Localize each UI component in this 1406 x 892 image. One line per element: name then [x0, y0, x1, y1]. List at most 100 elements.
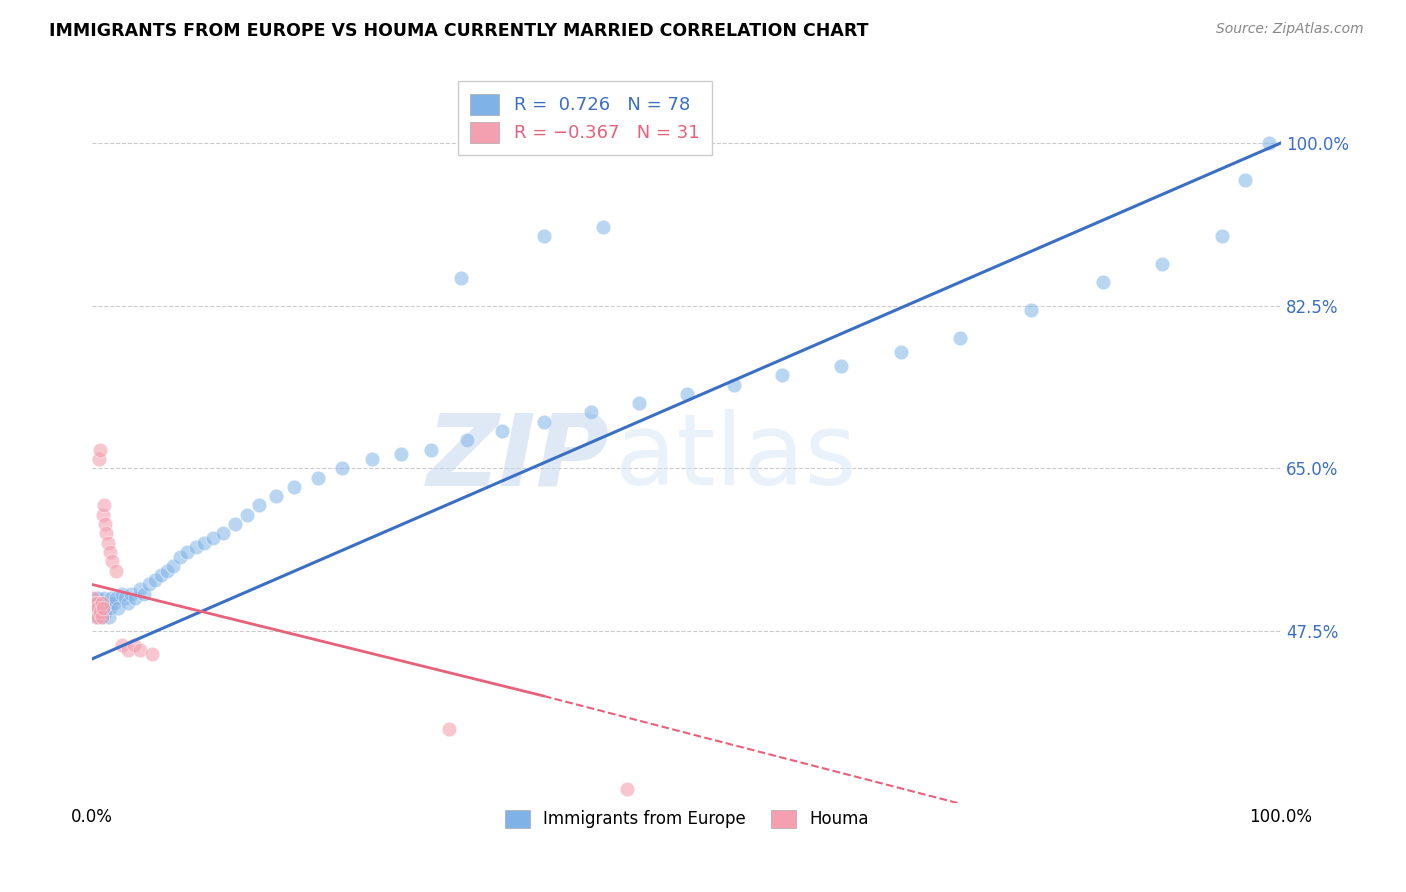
Point: [169, 549, 191, 564]
Point: [98, 600, 121, 615]
Point: [176, 545, 198, 559]
Point: [141, 647, 163, 661]
Point: [1021, 303, 1043, 318]
Point: [533, 228, 555, 243]
Point: [97, 596, 120, 610]
Point: [1211, 228, 1233, 243]
Point: [93, 499, 115, 513]
Point: [450, 270, 472, 285]
Point: [128, 642, 150, 657]
Point: [86, 606, 108, 620]
Point: [193, 535, 215, 549]
Point: [82, 591, 104, 606]
Point: [84, 600, 107, 615]
Point: [456, 434, 478, 448]
Point: [96, 526, 118, 541]
Point: [266, 489, 288, 503]
Point: [111, 638, 134, 652]
Point: [89, 606, 111, 620]
Point: [94, 517, 117, 532]
Text: ZIP: ZIP: [426, 409, 609, 507]
Point: [87, 600, 110, 615]
Point: [82, 600, 104, 615]
Point: [616, 782, 638, 797]
Point: [1234, 173, 1257, 187]
Point: [89, 606, 111, 620]
Point: [90, 596, 112, 610]
Point: [87, 610, 110, 624]
Point: [98, 545, 121, 559]
Point: [533, 415, 555, 429]
Point: [86, 596, 108, 610]
Point: [592, 219, 614, 234]
Point: [97, 610, 120, 624]
Point: [122, 638, 145, 652]
Point: [91, 610, 114, 624]
Legend: Immigrants from Europe, Houma: Immigrants from Europe, Houma: [498, 803, 875, 835]
Point: [627, 396, 650, 410]
Point: [138, 577, 160, 591]
Point: [83, 596, 105, 610]
Point: [86, 596, 108, 610]
Point: [89, 442, 111, 457]
Point: [91, 600, 114, 615]
Point: [330, 461, 353, 475]
Point: [723, 377, 745, 392]
Point: [949, 331, 972, 345]
Point: [235, 508, 257, 522]
Point: [83, 606, 105, 620]
Point: [104, 591, 127, 606]
Point: [87, 600, 110, 615]
Point: [150, 568, 173, 582]
Point: [247, 499, 270, 513]
Point: [120, 587, 142, 601]
Point: [124, 591, 146, 606]
Point: [1152, 257, 1174, 271]
Point: [1091, 276, 1114, 290]
Point: [128, 582, 150, 596]
Point: [83, 606, 105, 620]
Point: [89, 610, 111, 624]
Point: [420, 442, 443, 457]
Point: [104, 564, 127, 578]
Point: [83, 596, 105, 610]
Point: [93, 596, 115, 610]
Point: [389, 447, 412, 461]
Point: [87, 591, 110, 606]
Point: [91, 508, 114, 522]
Point: [491, 424, 513, 438]
Point: [94, 606, 117, 620]
Point: [143, 573, 166, 587]
Point: [93, 591, 115, 606]
Point: [134, 587, 156, 601]
Point: [360, 452, 382, 467]
Point: [437, 722, 460, 736]
Point: [1258, 136, 1281, 150]
Point: [581, 405, 603, 419]
Point: [91, 600, 114, 615]
Point: [90, 610, 112, 624]
Point: [86, 606, 108, 620]
Point: [87, 610, 110, 624]
Text: atlas: atlas: [616, 409, 856, 507]
Point: [162, 558, 184, 573]
Point: [84, 610, 107, 624]
Point: [84, 600, 107, 615]
Point: [89, 452, 111, 467]
Point: [117, 642, 139, 657]
Point: [90, 606, 112, 620]
Text: Source: ZipAtlas.com: Source: ZipAtlas.com: [1216, 22, 1364, 37]
Point: [224, 517, 246, 532]
Point: [97, 535, 120, 549]
Point: [117, 596, 139, 610]
Point: [111, 587, 134, 601]
Point: [90, 596, 112, 610]
Point: [890, 345, 912, 359]
Point: [103, 596, 125, 610]
Point: [89, 596, 111, 610]
Point: [114, 591, 136, 606]
Point: [830, 359, 852, 373]
Point: [184, 541, 207, 555]
Point: [283, 480, 305, 494]
Point: [100, 591, 122, 606]
